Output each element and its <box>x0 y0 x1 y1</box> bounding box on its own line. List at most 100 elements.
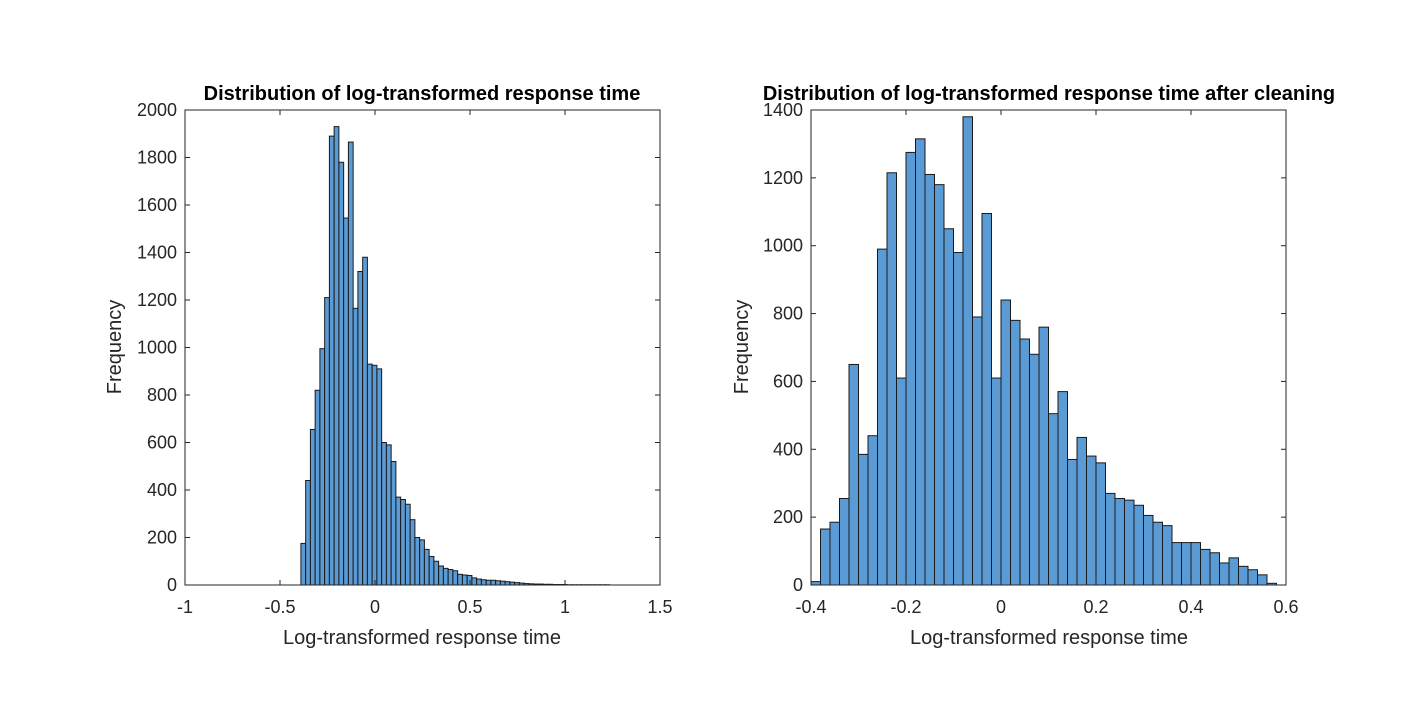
right-histogram-bar <box>962 116 973 586</box>
right-histogram-bar <box>1152 521 1163 586</box>
left-histogram-bar <box>400 499 406 586</box>
right-histogram-bar <box>1219 562 1230 586</box>
left-x-axis-label: Log-transformed response time <box>283 627 561 649</box>
left-histogram-bar <box>338 161 345 586</box>
right-histogram-bar <box>972 316 983 586</box>
left-histogram-bar <box>300 542 307 586</box>
right-histogram-bar <box>810 581 821 586</box>
left-histogram-bar <box>452 570 459 586</box>
right-histogram-bar <box>1048 413 1059 586</box>
left-histogram-bar <box>414 537 421 586</box>
left-y-tick-label: 1600 <box>137 195 177 215</box>
right-histogram-bar <box>1000 299 1011 586</box>
left-y-tick-label: 400 <box>147 480 177 500</box>
right-histogram-bar <box>1257 574 1268 586</box>
right-histogram-bar <box>991 377 1002 586</box>
left-histogram-bar <box>314 389 321 586</box>
left-histogram-bar <box>433 560 440 586</box>
right-y-axis-label: Frequency <box>731 300 753 395</box>
left-histogram-bar <box>333 126 340 586</box>
right-histogram-bar <box>1171 542 1182 586</box>
right-x-tick-label: 0.6 <box>1273 597 1298 617</box>
left-histogram-bar <box>428 556 435 586</box>
left-x-tick-label: -1 <box>177 597 193 617</box>
left-y-tick-label: 800 <box>147 385 177 405</box>
right-histogram-bar <box>1067 458 1078 586</box>
left-histogram-bar <box>457 573 463 586</box>
left-y-axis-label: Frequency <box>104 300 126 395</box>
left-histogram-bar <box>309 428 316 586</box>
left-chart-title: Distribution of log-transformed response… <box>204 83 641 105</box>
left-histogram-bar <box>381 442 387 586</box>
left-histogram-bar <box>362 256 368 586</box>
right-histogram-bar <box>877 248 888 586</box>
left-histogram-bar <box>423 548 430 586</box>
left-histogram-bar <box>461 574 468 586</box>
left-histogram-bar <box>305 480 311 586</box>
left-histogram-bar <box>390 461 397 586</box>
left-histogram-bar <box>343 217 349 586</box>
left-axes-frame <box>184 109 661 586</box>
left-histogram-bar <box>409 519 416 586</box>
right-y-tick-label: 1000 <box>763 236 803 256</box>
right-histogram-bar <box>981 212 992 586</box>
right-histogram-bar <box>1181 542 1192 586</box>
left-histogram-bar <box>480 579 487 586</box>
right-histogram-bar <box>839 497 850 586</box>
right-x-tick-label: 0.2 <box>1083 597 1108 617</box>
right-bars <box>810 116 1277 586</box>
right-histogram-bar <box>829 521 840 586</box>
right-histogram-bar <box>1057 391 1068 586</box>
right-histogram-bar <box>1105 492 1116 586</box>
left-histogram-bar <box>495 580 501 586</box>
left-histogram-bar <box>366 363 373 586</box>
right-histogram-bar <box>943 228 954 586</box>
left-y-tick-label: 1000 <box>137 338 177 358</box>
right-x-axis-label: Log-transformed response time <box>910 627 1188 649</box>
right-histogram-bar <box>896 377 907 586</box>
right-histogram-bar <box>1190 542 1201 586</box>
left-histogram-bar <box>385 444 392 586</box>
right-y-tick-label: 200 <box>773 507 803 527</box>
left-ticks: -1 -0.5 0 0.5 1 1.5 0 200 400 600 800 1000 1200 1400 1… <box>137 100 673 617</box>
right-y-tick-label: 1200 <box>763 168 803 188</box>
right-axes-frame <box>810 109 1287 586</box>
histogram-panel-right: Distribution of log-transformed response… <box>731 83 1335 649</box>
right-x-tick-label: -0.4 <box>795 597 826 617</box>
right-histogram-bar <box>953 252 964 586</box>
right-histogram-bar <box>1124 499 1135 586</box>
left-histogram-bar <box>357 271 364 586</box>
left-x-tick-label: 0 <box>370 597 380 617</box>
right-histogram-bar <box>1143 514 1154 586</box>
left-y-tick-label: 200 <box>147 528 177 548</box>
left-bars <box>300 126 611 586</box>
right-histogram-bar <box>867 435 878 586</box>
left-histogram-bar <box>324 297 330 586</box>
left-y-tick-label: 2000 <box>137 100 177 120</box>
right-histogram-bar <box>934 184 945 586</box>
left-histogram-bar <box>404 503 411 586</box>
right-histogram-bar <box>886 172 897 586</box>
right-histogram-bar <box>858 453 869 586</box>
right-histogram-bar <box>1200 548 1211 586</box>
right-histogram-bar <box>1095 462 1106 586</box>
right-histogram-bar <box>1076 436 1087 586</box>
right-histogram-bar <box>1247 569 1258 586</box>
left-histogram-bar <box>328 135 335 586</box>
left-x-tick-label: 1.5 <box>647 597 672 617</box>
right-histogram-bar <box>1019 338 1030 586</box>
right-histogram-bar <box>1114 497 1125 586</box>
right-x-tick-label: 0 <box>996 597 1006 617</box>
right-histogram-bar <box>915 138 926 586</box>
left-histogram-bar <box>347 141 354 586</box>
left-x-tick-label: 0.5 <box>457 597 482 617</box>
right-histogram-bar <box>1162 525 1173 586</box>
left-x-tick-label: -0.5 <box>264 597 295 617</box>
left-histogram-bar <box>319 348 326 586</box>
right-x-tick-label: -0.2 <box>890 597 921 617</box>
right-histogram-bar <box>905 151 916 586</box>
histogram-panel-left: Distribution of log-transformed response… <box>104 83 673 649</box>
left-histogram-bar <box>352 307 359 586</box>
left-histogram-bar <box>447 569 454 586</box>
